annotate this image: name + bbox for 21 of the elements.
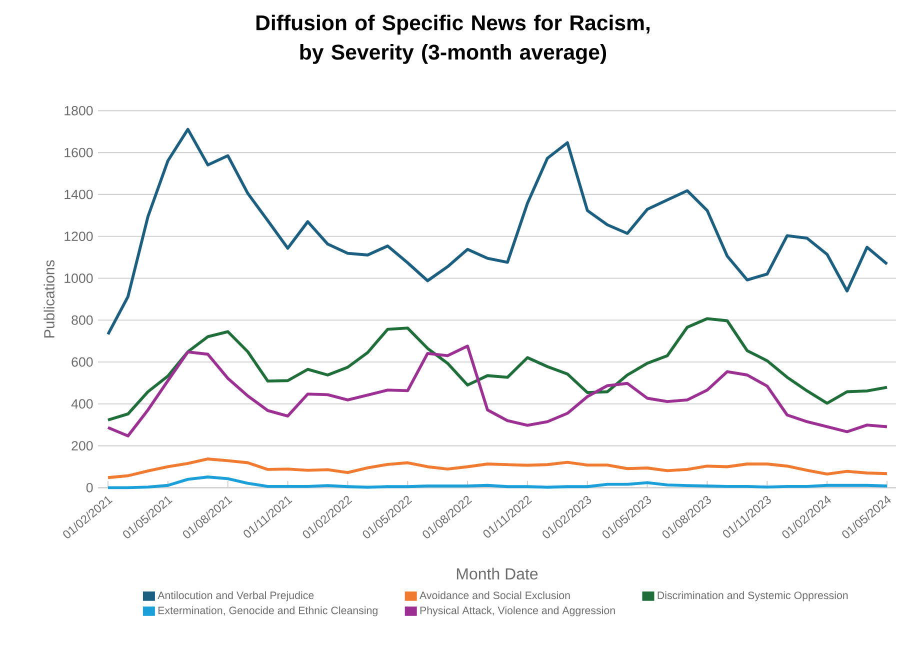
legend-label: Extermination, Genocide and Ethnic Cleansing bbox=[158, 606, 378, 616]
line-series bbox=[106, 344, 888, 438]
legend-label: Avoidance and Social Exclusion bbox=[420, 591, 570, 600]
chart-title: Diffusion of Specific News for Racism, by Severity (3-month average) bbox=[256, 14, 650, 64]
y-tick-label: 1800 bbox=[64, 106, 93, 116]
y-tick-label: 1000 bbox=[64, 274, 93, 283]
y-tick-label: 200 bbox=[72, 441, 93, 451]
x-axis-title: Month Date bbox=[456, 568, 538, 580]
y-tick-label: 800 bbox=[72, 315, 93, 325]
line-series bbox=[106, 128, 888, 336]
y-tick-label: 1200 bbox=[64, 232, 93, 242]
legend-label: Discrimination and Systemic Oppression bbox=[658, 591, 848, 602]
y-tick-label: 1600 bbox=[64, 148, 93, 158]
line-series bbox=[106, 317, 888, 422]
y-tick-label: 1400 bbox=[64, 190, 93, 200]
y-tick-label: 400 bbox=[71, 399, 93, 409]
legend-label: Antilocution and Verbal Prejudice bbox=[158, 591, 314, 602]
y-tick-label: 0 bbox=[86, 482, 93, 492]
y-axis-title: Publications bbox=[44, 260, 54, 338]
legend-label: Physical Attack, Violence and Aggression bbox=[420, 606, 615, 616]
y-tick-label: 600 bbox=[72, 357, 93, 367]
